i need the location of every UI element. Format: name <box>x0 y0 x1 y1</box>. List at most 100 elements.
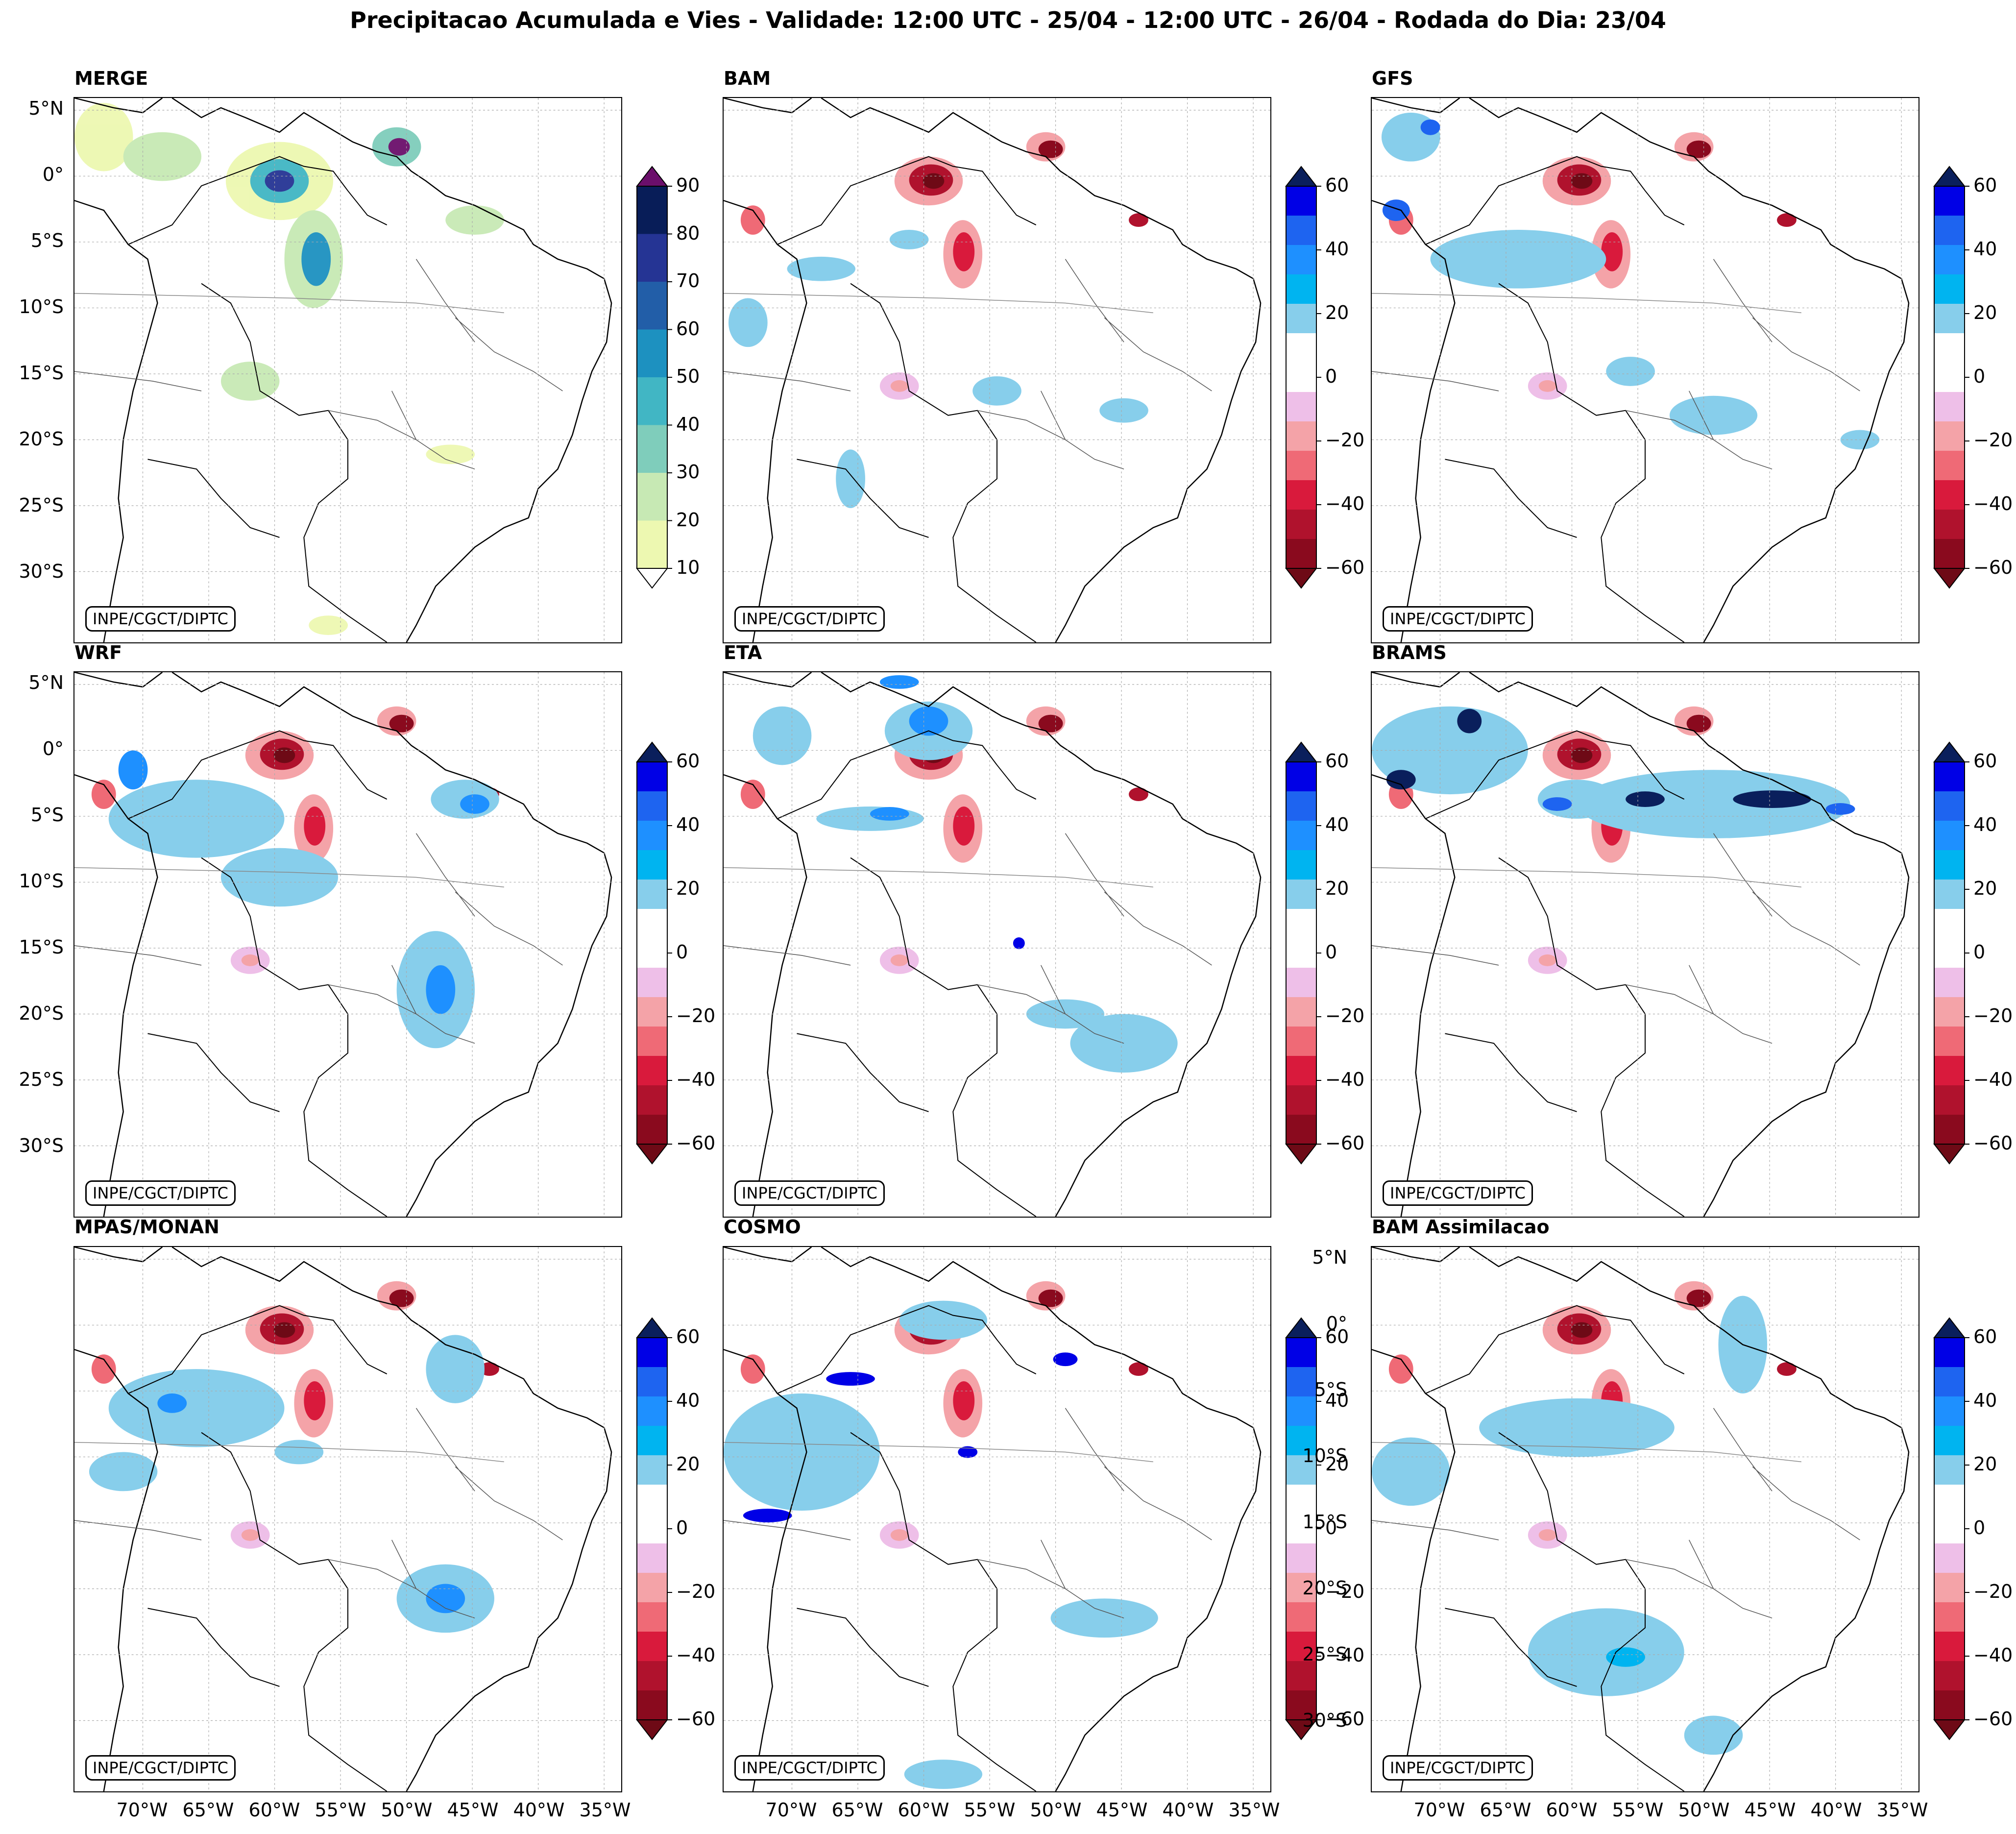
lat-tick-label: 30°S <box>19 1135 64 1156</box>
colorbar-tick-label: 40 <box>1325 814 1349 835</box>
colorbar-segment <box>1286 1514 1316 1543</box>
colorbar-segment <box>637 1690 667 1720</box>
lat-tick-label: 10°S <box>19 296 64 318</box>
colorbar-segment <box>1286 762 1316 791</box>
lon-tick-label: 50°W <box>1678 1799 1730 1821</box>
colorbar-tick-label: 60 <box>1325 174 1349 196</box>
figure-title: Precipitacao Acumulada e Vies - Validade… <box>350 7 1666 33</box>
panel-title-brams: BRAMS <box>1372 642 1447 663</box>
colorbar-tick-label: 0 <box>1325 941 1337 963</box>
lat-tick-label: 5°N <box>28 672 64 693</box>
credit-label: INPE/CGCT/DIPTC <box>85 1180 236 1206</box>
map-bam-assimilacao: INPE/CGCT/DIPTC <box>1371 1246 1919 1792</box>
lat-tick-label: 10°S <box>19 870 64 892</box>
colorbar-tick-label: −20 <box>1973 1581 2013 1602</box>
colorbar-segment <box>1934 1056 1965 1085</box>
colorbar-segment <box>637 425 667 473</box>
lon-tick-label: 40°W <box>1162 1799 1214 1821</box>
colorbar-tick-label: −40 <box>1973 493 2013 514</box>
colorbar-tick-label: 60 <box>1325 1326 1349 1347</box>
lon-tick-label: 65°W <box>831 1799 883 1821</box>
colorbar-segment <box>1934 421 1965 451</box>
colorbar-tick-label: 80 <box>676 222 700 244</box>
colorbar-segment <box>1286 938 1316 968</box>
map-eta: INPE/CGCT/DIPTC <box>723 671 1271 1218</box>
colorbar-precip: 90 80 70 60 50 40 30 20 10 <box>635 166 700 589</box>
colorbar-segment <box>637 1632 667 1661</box>
colorbar-extend-max <box>1285 166 1318 187</box>
colorbar-tick-label: 20 <box>1325 302 1349 323</box>
colorbar-segment <box>1286 997 1316 1027</box>
colorbar-segment <box>1286 968 1316 997</box>
lat-tick-label: 5°S <box>30 804 64 826</box>
colorbar-segment <box>1286 1485 1316 1514</box>
colorbar-segment <box>1934 1115 1965 1144</box>
colorbar-extend-min <box>635 1144 669 1165</box>
colorbar-segment <box>1286 1602 1316 1632</box>
map-cosmo: INPE/CGCT/DIPTC <box>723 1246 1271 1792</box>
colorbar-tick-label: 20 <box>1973 302 1997 323</box>
colorbar-tick-label: −40 <box>676 1644 716 1666</box>
colorbar-tick-label: 0 <box>1973 941 1986 963</box>
map-wrf: INPE/CGCT/DIPTC <box>73 671 622 1218</box>
colorbar-tick-label: −60 <box>676 1708 716 1730</box>
lon-tick-label: 35°W <box>1228 1799 1280 1821</box>
colorbar-extend-max <box>635 741 669 762</box>
credit-label: INPE/CGCT/DIPTC <box>734 1180 885 1206</box>
colorbar-extend-max <box>1933 741 1966 762</box>
colorbar-segment <box>1286 850 1316 880</box>
colorbar-segment <box>1286 363 1316 392</box>
colorbar-segment <box>1934 909 1965 938</box>
colorbar-extend-min <box>1933 568 1966 589</box>
lon-tick-label: 65°W <box>182 1799 234 1821</box>
colorbar-segment <box>637 186 667 234</box>
colorbar-extend-max <box>1285 741 1318 762</box>
colorbar-tick-label: −20 <box>1973 429 2013 451</box>
colorbar-segment <box>1934 186 1965 216</box>
lat-tick-label: 20°S <box>19 1003 64 1024</box>
colorbar-tick-label: 60 <box>1973 1326 1997 1347</box>
lon-tick-label: 50°W <box>1030 1799 1082 1821</box>
colorbar-segment <box>637 1338 667 1367</box>
colorbar-extend-max <box>635 166 669 187</box>
colorbar-tick-label: −20 <box>1325 1581 1365 1602</box>
colorbar-segment <box>1934 245 1965 274</box>
lat-tick-label: 0° <box>1326 1313 1347 1334</box>
colorbar-segment <box>1934 762 1965 791</box>
colorbar-tick-label: 20 <box>676 509 700 531</box>
colorbar-tick-label: −60 <box>1325 1132 1365 1154</box>
credit-label: INPE/CGCT/DIPTC <box>85 1755 236 1781</box>
colorbar-tick-label: 0 <box>676 1517 688 1539</box>
colorbar-tick-label: 0 <box>676 941 688 963</box>
lon-tick-label: 40°W <box>1810 1799 1862 1821</box>
colorbar-segment <box>637 880 667 909</box>
colorbar-segment <box>1934 1027 1965 1056</box>
colorbar-segment <box>637 1426 667 1455</box>
colorbar-segment <box>637 1602 667 1632</box>
colorbar-tick-label: −60 <box>1973 1132 2013 1154</box>
panel-title-cosmo: COSMO <box>724 1216 801 1238</box>
lon-tick-label: 70°W <box>765 1799 817 1821</box>
colorbar-tick-label: 90 <box>676 174 700 196</box>
colorbar-segment <box>1934 938 1965 968</box>
colorbar-segment <box>1934 1485 1965 1514</box>
colorbar-tick-label: 20 <box>1325 878 1349 899</box>
colorbar-segment <box>1934 1632 1965 1661</box>
lat-tick-label: 0° <box>42 738 64 759</box>
colorbar-tick-label: 20 <box>1325 1453 1349 1475</box>
lat-tick-label: 20°S <box>1302 1577 1347 1599</box>
colorbar-tick-label: −60 <box>1325 1708 1365 1730</box>
colorbar-segment <box>1934 821 1965 850</box>
colorbar-bias-brams: 60 40 20 0 −20 −40 −60 <box>1933 741 2013 1165</box>
panel-title-gfs: GFS <box>1372 68 1413 89</box>
colorbar-segment <box>1934 539 1965 568</box>
colorbar-tick-label: 60 <box>676 750 700 772</box>
colorbar-segment <box>637 821 667 850</box>
lon-tick-label: 45°W <box>447 1799 499 1821</box>
colorbar-tick-label: −20 <box>676 1005 716 1027</box>
lon-tick-label: 45°W <box>1096 1799 1148 1821</box>
colorbar-segment <box>1934 304 1965 333</box>
credit-label: INPE/CGCT/DIPTC <box>1383 1755 1533 1781</box>
colorbar-segment <box>1934 1602 1965 1632</box>
colorbar-segment <box>637 1485 667 1514</box>
